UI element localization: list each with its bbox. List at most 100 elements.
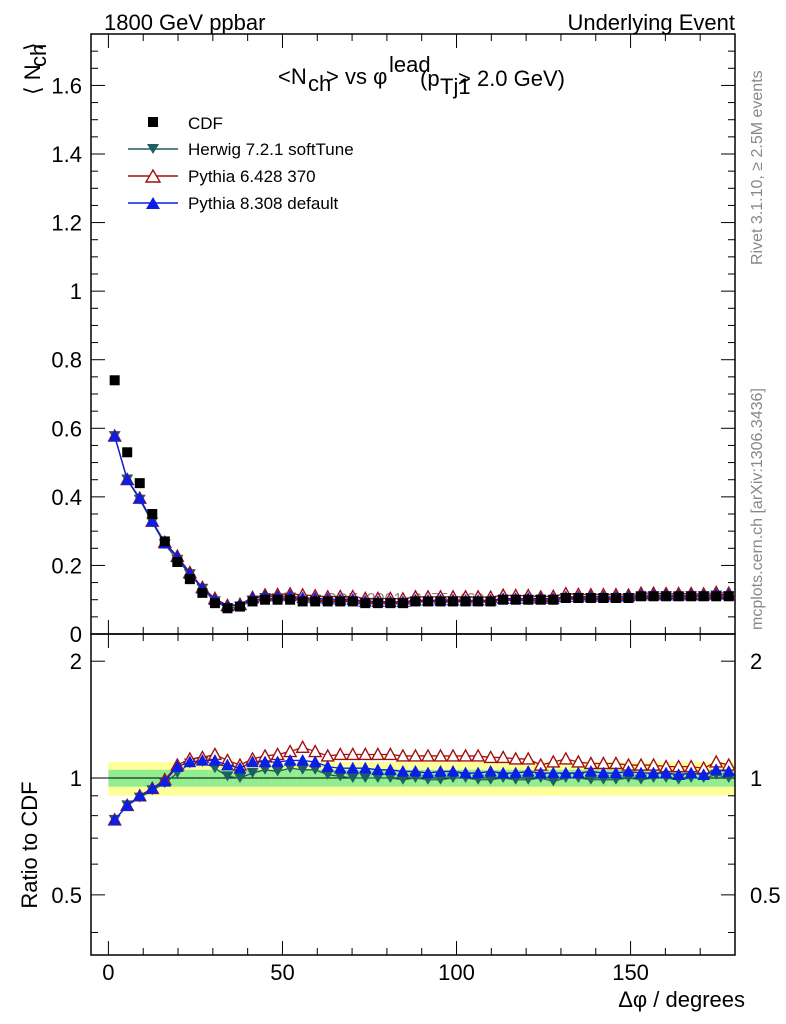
ratio-point-pythia8 [684,766,698,779]
data-point-cdf [109,375,120,386]
y-tick-label: 1.2 [51,211,82,236]
ratio-point-pythia8 [509,766,523,779]
data-point-cdf [560,593,571,603]
data-point-cdf [372,598,383,609]
data-point-cdf [322,596,333,607]
ratio-point-pythia8 [195,753,209,766]
data-point-cdf [473,596,484,607]
data-point-cdf [360,598,371,609]
rivet-label: Rivet 3.1.10, ≥ 2.5M events [749,70,766,265]
data-point-cdf [285,594,296,605]
data-point-cdf [159,536,170,547]
data-point-cdf [234,601,245,612]
ratio-point-pythia8 [459,766,472,779]
data-point-cdf [698,591,709,602]
ratio-point-pythia8 [596,766,610,779]
ratio-point-pythia8 [170,760,184,772]
series-point-pythia8 [108,429,122,442]
data-point-cdf [172,557,183,567]
data-point-cdf [184,574,195,585]
ratio-point-pythia6 [521,751,536,765]
ratio-point-pythia6 [445,748,461,762]
ratio-point-pythia6 [308,744,323,758]
y-tick-label: 1.4 [51,142,82,167]
ratio-point-pythia8 [108,813,122,826]
y-axis-label: ⟨ N ch ⟩ [20,42,51,95]
data-point-cdf [498,594,509,605]
ratio-ylabel: Ratio to CDF [17,781,42,908]
ratio-point-pythia8 [333,761,347,774]
legend-marker-py8 [146,197,160,209]
ratio-point-herwig [484,774,497,785]
plot-layer: 0 50 100 150 0 0.2 0.4 0.6 0.8 1 1.2 1.4 1.6 0.5 0.5 1 1… [51,33,781,985]
ratio-point-pythia8 [697,768,711,780]
ratio-point-pythia6 [358,747,373,761]
data-point-cdf [335,596,346,607]
legend: CDF Herwig 7.2.1 softTune Pythia 6.428 3… [128,114,354,213]
x-tick-label: 100 [438,960,475,985]
ratio-point-pythia8 [546,766,560,779]
data-point-cdf [422,596,433,607]
ratio-y-tick-label: 2 [70,649,82,674]
header-left: 1800 GeV ppbar [104,10,265,35]
ratio-y-tick-label-right: 2 [750,649,762,674]
legend-label-py6: Pythia 6.428 370 [188,167,316,186]
ratio-point-pythia8 [358,761,372,774]
ratio-point-pythia8 [722,764,736,777]
data-point-cdf [147,509,158,519]
x-axis-label: Δφ / degrees [618,987,745,1012]
data-point-cdf [648,591,659,602]
ratio-point-pythia8 [283,753,297,766]
ratio-point-pythia8 [246,755,259,768]
plot-title: <N ch > vs φ lead (p Tj1 > 2.0 GeV) [278,52,565,99]
ratio-point-pythia6 [470,748,486,762]
ratio-point-herwig [221,771,234,782]
data-point-cdf [247,596,258,607]
data-point-cdf [448,596,459,607]
data-point-cdf [260,594,271,605]
ratio-point-pythia8 [534,766,548,779]
ratio-point-pythia8 [421,766,435,779]
ratio-point-pythia6 [458,748,473,762]
title-lead: lead [389,52,431,77]
ratio-point-pythia8 [383,763,397,776]
ratio-point-pythia8 [434,764,447,777]
ratio-point-pythia8 [521,764,535,777]
title-pt: (p [420,66,440,91]
y-tick-label: 0.8 [51,348,82,373]
legend-marker-cdf [148,117,158,127]
ratio-point-herwig [296,764,309,775]
ratio-point-pythia6 [370,747,386,761]
ratio-point-pythia8 [371,763,385,776]
ratio-point-herwig [584,774,597,785]
ratio-point-herwig [259,764,272,775]
data-point-cdf [661,591,672,602]
ratio-y-tick-label-right: 1 [750,766,762,791]
ratio-point-pythia8 [484,764,498,777]
ratio-point-herwig [522,774,535,785]
data-point-cdf [347,596,358,607]
data-point-cdf [598,593,609,603]
series-point-pythia8 [133,491,147,504]
ratio-point-pythia8 [496,766,510,779]
data-point-cdf [197,587,208,598]
ratio-point-pythia8 [584,764,598,777]
data-point-cdf [548,594,559,605]
ratio-point-herwig [359,773,372,784]
ratio-point-pythia6 [333,747,348,761]
ratio-y-tick-label-right: 0.5 [750,883,781,908]
ratio-point-herwig [246,768,259,779]
ratio-point-herwig [384,773,397,784]
ratio-point-herwig [309,764,322,775]
data-point-cdf [460,596,471,607]
ratio-point-pythia8 [158,774,172,787]
data-point-cdf [122,447,133,458]
data-point-cdf [610,593,621,603]
title-vs: > vs φ [326,64,387,89]
ratio-point-pythia8 [446,764,460,777]
data-point-cdf [510,594,521,605]
legend-marker-py6 [144,168,162,183]
ratio-point-pythia8 [233,761,247,774]
x-tick-label: 50 [270,960,294,985]
x-tick-label: 150 [612,960,649,985]
